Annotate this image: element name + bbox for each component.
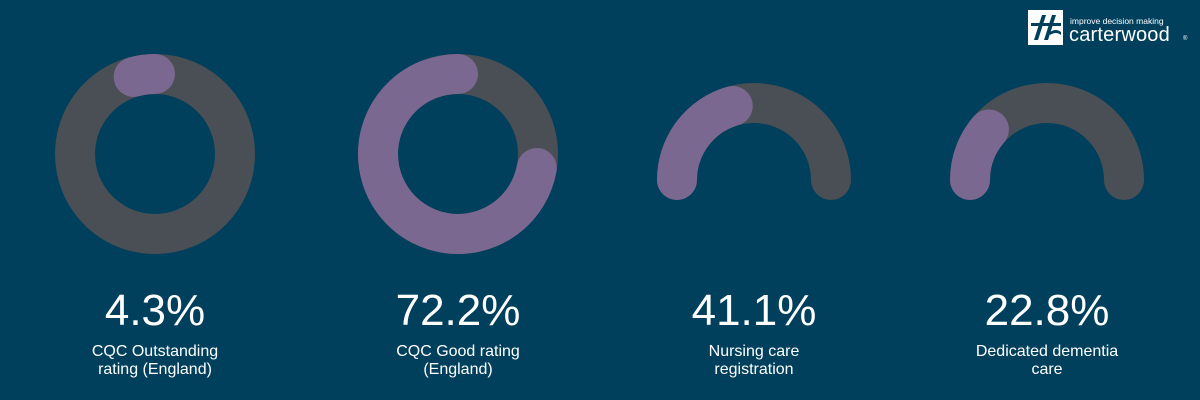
donut-value-arc <box>358 54 557 254</box>
donut-track <box>55 54 255 254</box>
stat-value: 41.1% <box>691 286 817 335</box>
stat-caption-line-1: CQC Outstanding <box>91 343 219 360</box>
carterwood-logo-icon <box>1028 10 1063 45</box>
logo-wordmark: carterwood <box>1069 24 1170 46</box>
carterwood-logo: improve decision making carterwood ® <box>1028 10 1193 50</box>
stat-caption-line-1: Nursing care <box>708 343 800 360</box>
stat-cqc-outstanding: 4.3% CQC Outstanding rating (England) <box>35 283 275 379</box>
stat-caption-line-2: registration <box>714 361 794 378</box>
stat-nursing-care: 41.1% Nursing care registration <box>634 283 874 379</box>
stat-value: 22.8% <box>984 286 1110 335</box>
stat-dementia-care: 22.8% Dedicated dementia care <box>927 283 1167 379</box>
logo-tagline: improve decision making <box>1070 16 1164 26</box>
stat-caption-line-2: (England) <box>423 361 493 378</box>
stat-cqc-good: 72.2% CQC Good rating (England) <box>338 283 578 379</box>
stat-caption-line-2: rating (England) <box>98 361 212 378</box>
stat-value: 4.3% <box>104 286 206 335</box>
logo-trademark: ® <box>1183 36 1188 42</box>
gauge-charts <box>55 54 1144 254</box>
stat-caption-line-1: Dedicated dementia <box>975 343 1119 360</box>
semi-donut-value-arc <box>950 109 1009 200</box>
semi-donut-value-arc <box>657 85 753 200</box>
donut-value-arc <box>113 54 175 97</box>
stat-value: 72.2% <box>395 286 521 335</box>
stat-caption-line-1: CQC Good rating <box>396 343 520 360</box>
stat-caption-line-2: care <box>1031 361 1063 378</box>
